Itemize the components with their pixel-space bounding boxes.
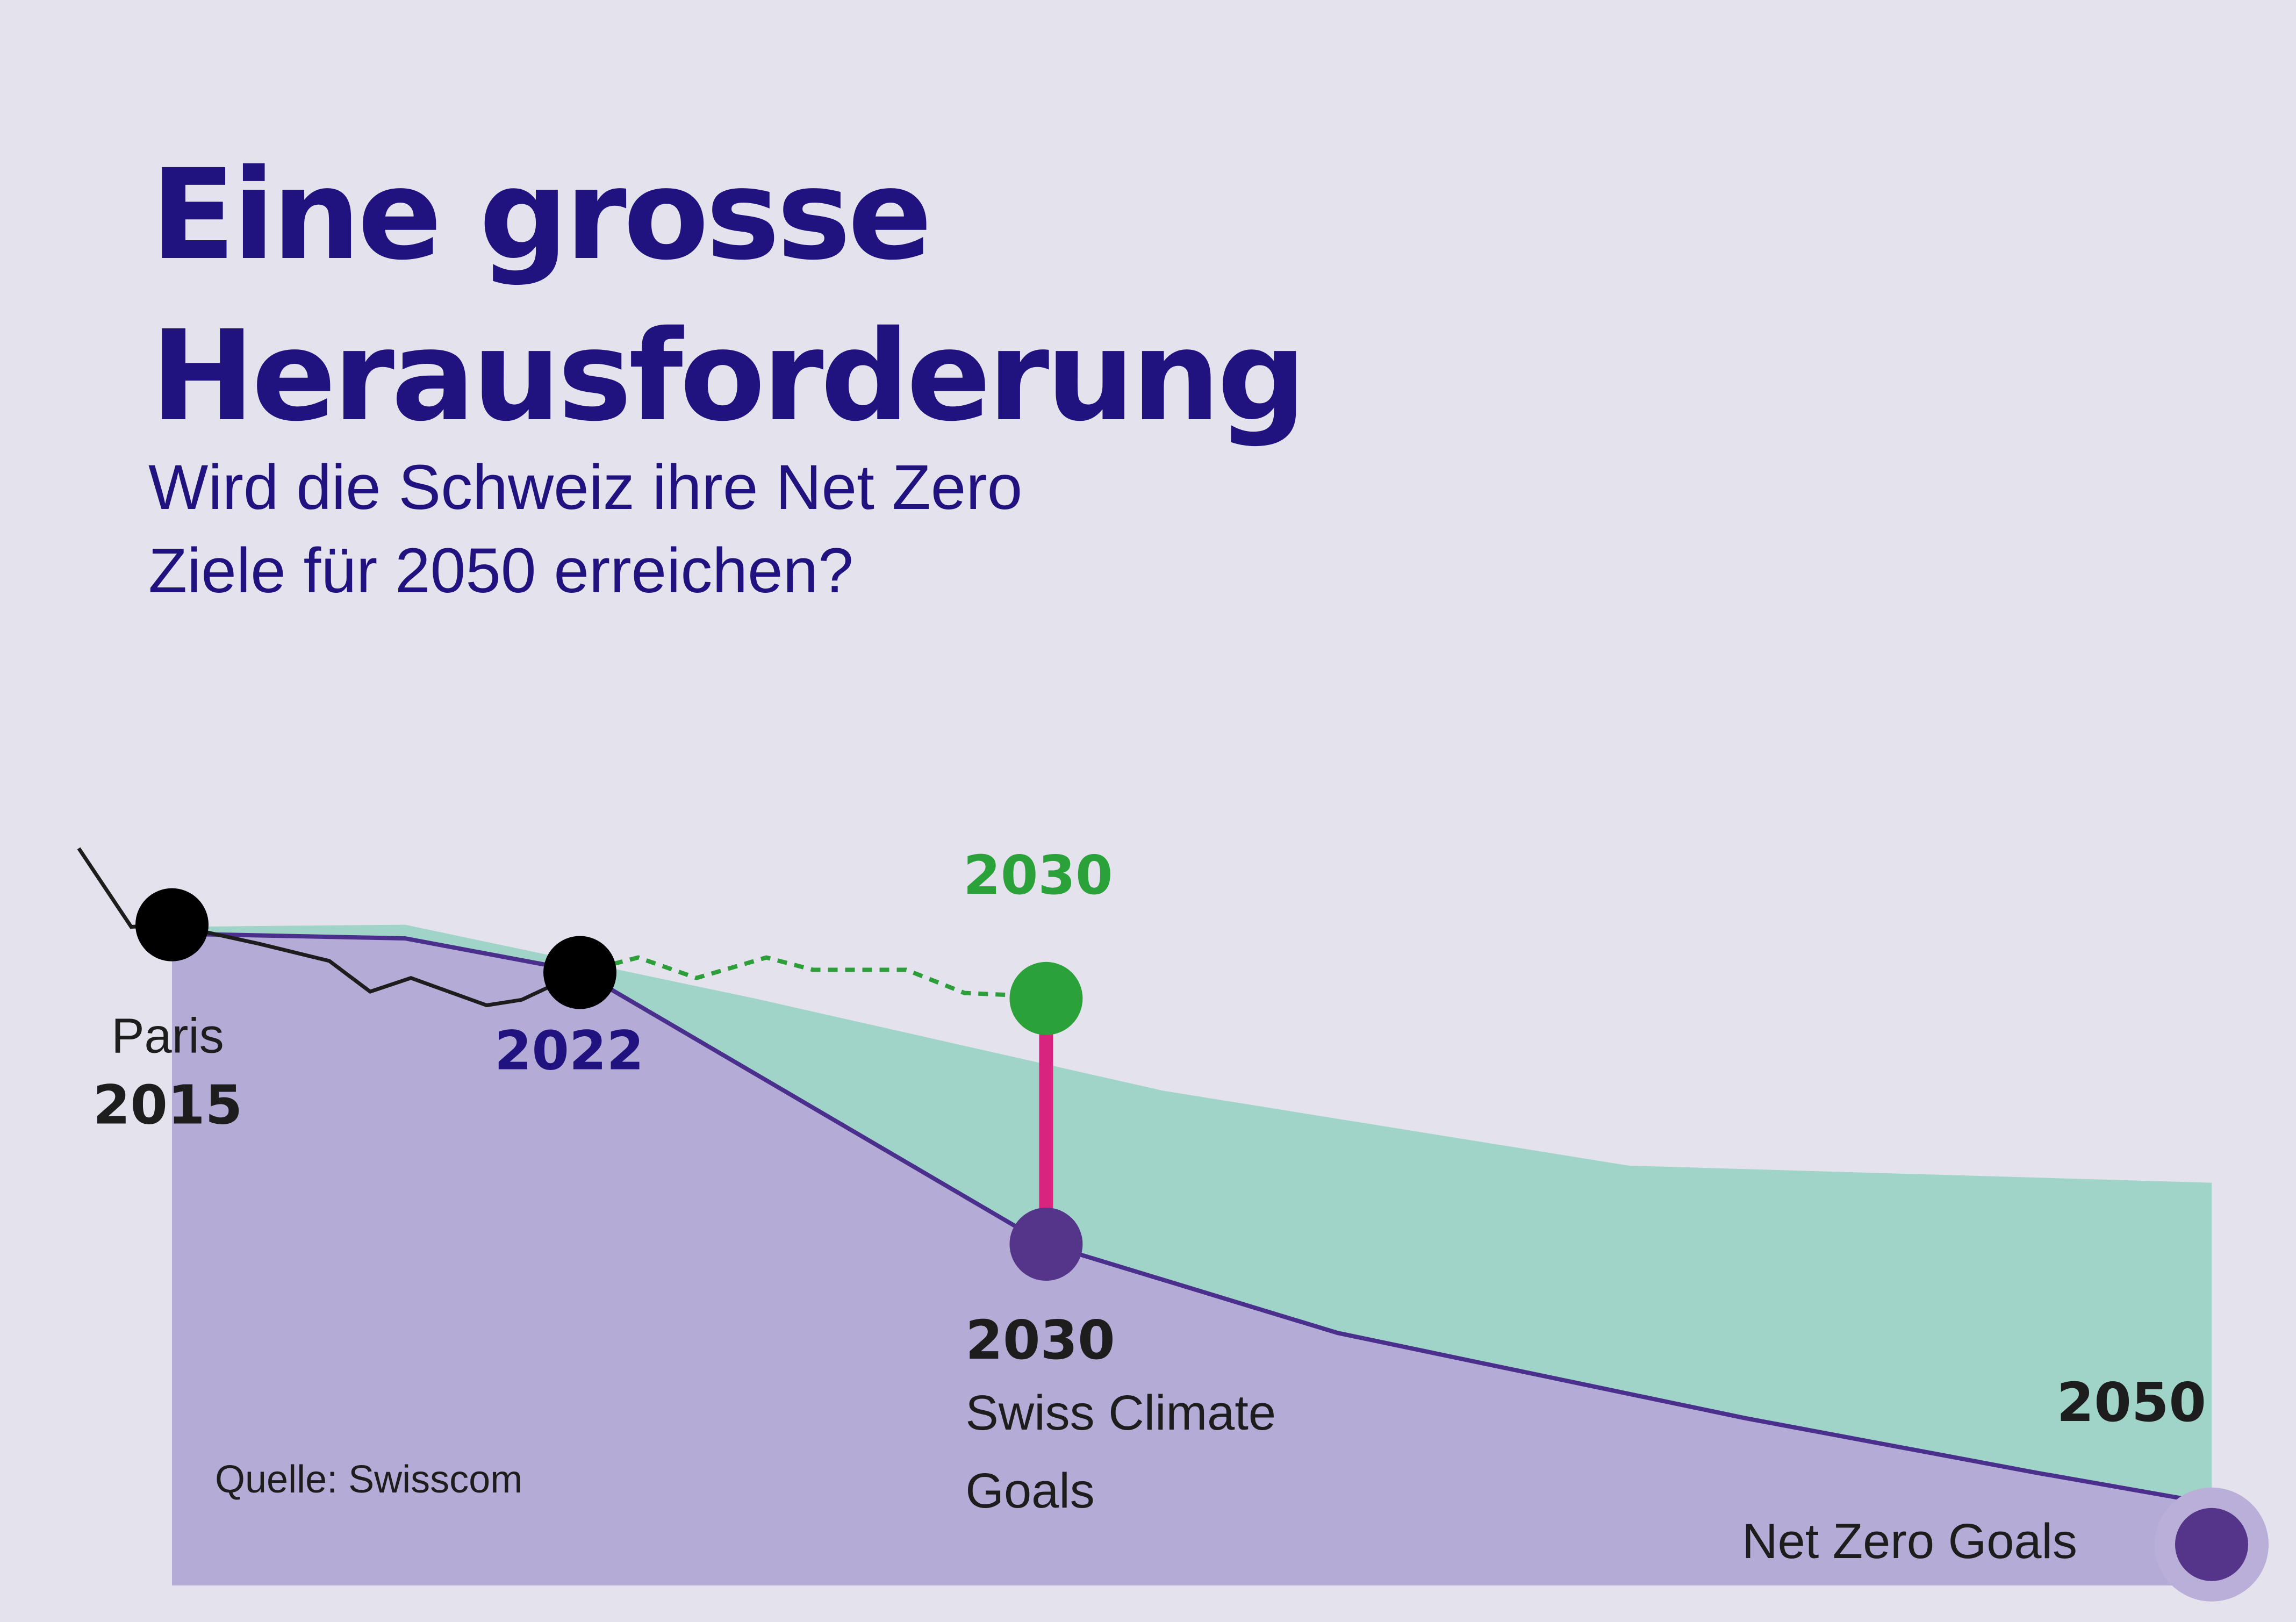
target-path-line — [171, 931, 2212, 1506]
projection-dotted-line — [579, 955, 1011, 997]
page-subtitle: Wird die Schweiz ihre Net Zero Ziele für… — [148, 446, 1022, 613]
chart-labels: 2015 Paris 2022 2030 2030 Swiss Climate Goals 2… — [93, 844, 2206, 1569]
source-note: Quelle: Swisscom — [215, 1458, 523, 1501]
title-line-1: Eine grosse — [150, 142, 932, 288]
milestone-2030-projection-year: 2030 — [963, 844, 1113, 907]
chart-milestone-markers — [135, 888, 2269, 1602]
milestone-2030-target-caption-1: Swiss Climate — [965, 1386, 1276, 1440]
milestone-2050-caption: Net Zero Goals — [1742, 1514, 2077, 1569]
milestone-2030-target-year: 2030 — [965, 1309, 1115, 1372]
milestone-2022-year: 2022 — [494, 1020, 644, 1082]
purple-area — [172, 934, 2212, 1585]
chart-areas — [172, 924, 2212, 1585]
milestone-2022-dot — [543, 936, 616, 1009]
milestone-2015-caption: Paris — [111, 1009, 224, 1064]
milestone-2030-target-dot — [1009, 1208, 1083, 1281]
milestone-2030-target-caption-2: Goals — [965, 1463, 1094, 1518]
subtitle-line-2: Ziele für 2050 erreichen? — [148, 535, 853, 606]
milestone-2050-year: 2050 — [2057, 1371, 2206, 1434]
milestone-2030-projection-dot — [1009, 961, 1083, 1035]
milestone-2050-dot — [2175, 1508, 2248, 1581]
title-line-2: Herausforderung — [150, 304, 1307, 449]
milestone-2015-dot — [135, 888, 209, 961]
milestone-2015-year: 2015 — [93, 1074, 242, 1137]
page-title: Eine grosse Herausforderung — [150, 134, 1307, 457]
subtitle-line-1: Wird die Schweiz ihre Net Zero — [148, 452, 1023, 523]
